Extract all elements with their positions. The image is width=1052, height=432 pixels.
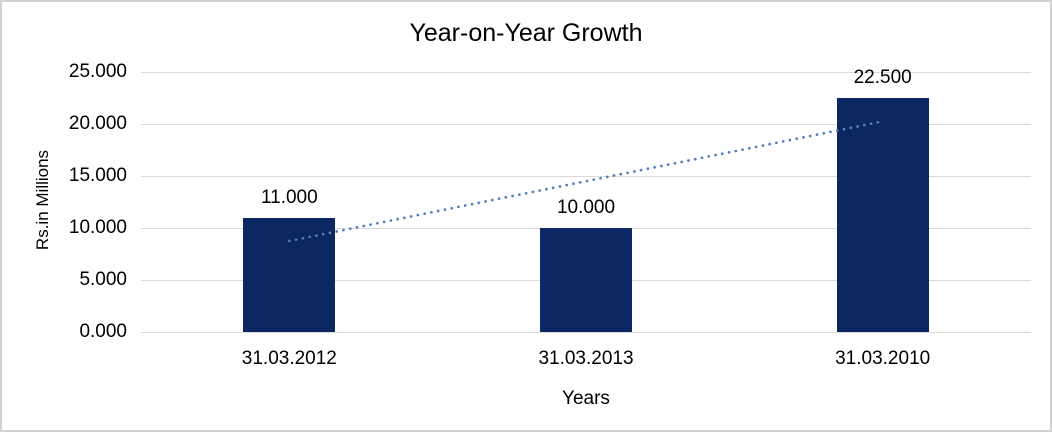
gridline bbox=[141, 71, 1031, 73]
x-axis-line bbox=[141, 331, 1031, 333]
y-tick-label: 15.000 bbox=[68, 165, 127, 186]
data-label: 22.500 bbox=[853, 67, 912, 88]
data-label: 11.000 bbox=[260, 186, 318, 208]
y-tick-label: 10.000 bbox=[68, 217, 127, 238]
bar-31.03.2012 bbox=[243, 217, 336, 332]
x-tick-label: 31.03.2010 bbox=[835, 348, 931, 369]
x-tick-label: 31.03.2013 bbox=[538, 348, 634, 369]
y-tick-label: 25.000 bbox=[68, 61, 127, 82]
x-axis-title: Years bbox=[562, 388, 610, 409]
bar-31.03.2010 bbox=[836, 98, 929, 332]
bar-31.03.2013 bbox=[540, 228, 632, 332]
y-tick-label: 20.000 bbox=[68, 113, 127, 134]
y-axis-title: Rs.in Millions bbox=[33, 149, 52, 251]
chart-title: Year-on-Year Growth bbox=[409, 19, 643, 47]
y-tick-label: 0.000 bbox=[79, 321, 127, 342]
x-tick-label: 31.03.2012 bbox=[241, 348, 337, 369]
data-label: 10.000 bbox=[556, 197, 616, 218]
y-tick-label: 5.000 bbox=[79, 269, 127, 290]
